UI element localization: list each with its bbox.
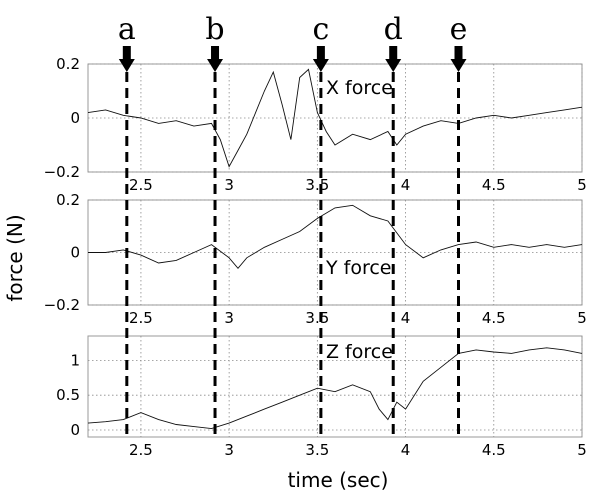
x-tick-label: 4 [401,441,411,459]
x-tick-label: 4.5 [482,309,506,327]
x-tick-label: 4.5 [482,176,506,194]
panel-title: X force [326,77,393,99]
events-layer: a b c d e [118,12,468,438]
y-tick-label: 0.5 [56,386,80,404]
event-label: c [312,12,329,47]
event-marker-e: e [450,12,468,438]
panel-title: Z force [326,341,393,363]
y-tick-label: −0.2 [44,296,80,314]
panels-layer: 0.2 0 −0.2 2.5 3 3.5 4 4.5 5 X force 0.2 0 −0.2 2.5 3 3… [44,55,587,459]
series-line-3 [87,347,583,430]
panel-3: 1 0.5 0 2.5 3 3.5 4 4.5 5 Z force [56,335,587,459]
y-tick-label: 0.2 [56,55,80,73]
y-tick-label: 0.2 [56,191,80,209]
y-axis-label: force (N) [3,214,27,301]
down-arrow-icon [385,46,402,72]
x-tick-label: 3 [224,176,234,194]
y-tick-label: −0.2 [44,163,80,181]
event-marker-a: a [118,12,136,438]
panel-2: 0.2 0 −0.2 2.5 3 3.5 4 4.5 5 Y force [44,191,587,327]
x-axis-label: time (sec) [288,468,389,492]
y-tick-label: 0 [70,421,80,439]
event-marker-b: b [205,12,225,438]
event-label: b [205,12,224,47]
panel-1: 0.2 0 −0.2 2.5 3 3.5 4 4.5 5 X force [44,55,587,194]
y-tick-label: 0 [70,244,80,262]
x-tick-label: 5 [577,309,587,327]
y-tick-label: 0 [70,109,80,127]
series-line-2 [88,204,583,269]
down-arrow-icon [312,46,329,72]
panel-title: Y force [325,257,392,279]
panel-frame [87,199,583,306]
event-label: d [384,12,403,47]
x-tick-label: 3 [224,309,234,327]
x-tick-label: 4 [401,176,411,194]
x-tick-label: 2.5 [129,176,153,194]
down-arrow-icon [207,46,224,72]
x-tick-label: 5 [577,176,587,194]
x-tick-label: 3.5 [305,309,329,327]
down-arrow-icon [450,46,467,72]
panel-frame [87,335,583,438]
x-tick-label: 3 [224,441,234,459]
event-label: e [450,12,468,47]
x-tick-label: 2.5 [129,309,153,327]
x-tick-label: 3.5 [305,176,329,194]
event-label: a [118,12,136,47]
x-tick-label: 4.5 [482,441,506,459]
event-marker-d: d [384,12,403,438]
series-line-1 [87,68,583,168]
x-tick-label: 4 [401,309,411,327]
down-arrow-icon [118,46,135,72]
x-tick-label: 5 [577,441,587,459]
x-tick-label: 2.5 [129,441,153,459]
y-tick-label: 1 [70,351,80,369]
event-marker-c: c [312,12,329,438]
x-tick-label: 3.5 [305,441,329,459]
